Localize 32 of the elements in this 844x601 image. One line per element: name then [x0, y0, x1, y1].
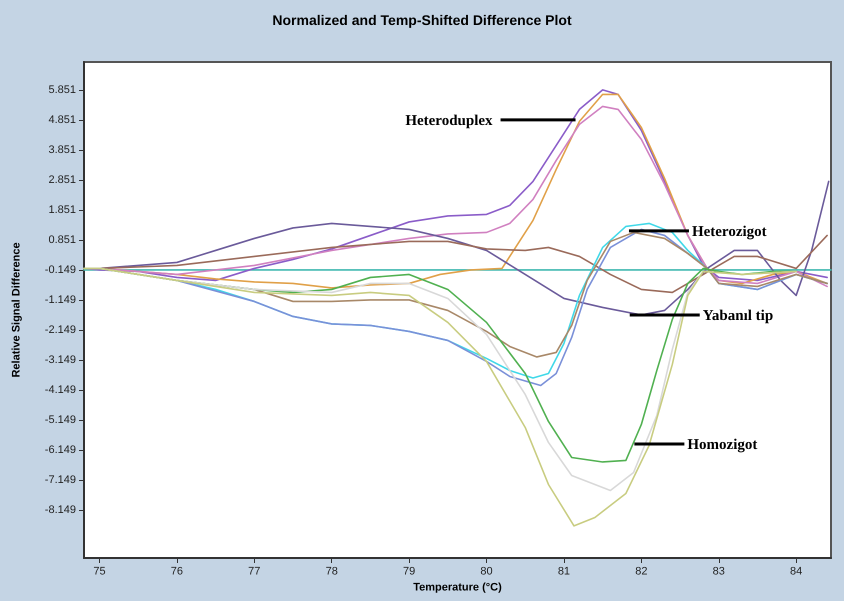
y-tick-label: -8.149 — [44, 504, 76, 516]
annotation: Homozigot — [687, 436, 758, 453]
x-tick-label: 81 — [558, 566, 570, 578]
x-tick-label: 80 — [480, 566, 493, 578]
annotation: Heterozigot — [692, 224, 767, 240]
x-tick-label: 77 — [248, 566, 260, 578]
annotation: Yabanıl tip — [702, 308, 774, 324]
y-tick-label: -1.149 — [44, 294, 76, 306]
x-tick-label: 75 — [93, 566, 106, 578]
y-tick-label: 3.851 — [48, 144, 76, 156]
x-axis-title: Temperature (°C) — [413, 582, 502, 594]
y-tick-label: -5.149 — [44, 414, 76, 426]
y-tick-label: -6.149 — [44, 444, 76, 456]
x-tick-label: 78 — [326, 566, 338, 578]
x-tick-label: 83 — [712, 566, 725, 578]
chart-title: Normalized and Temp-Shifted Difference Plot — [272, 12, 572, 28]
y-axis-title: Relative Signal Difference — [10, 242, 22, 378]
y-tick-label: -0.149 — [44, 264, 76, 276]
y-tick-label: -7.149 — [44, 474, 76, 486]
x-tick-label: 84 — [790, 566, 802, 578]
y-tick-label: 1.851 — [48, 204, 76, 216]
x-tick-label: 79 — [402, 566, 416, 578]
x-tick-label: 82 — [635, 566, 648, 578]
y-tick-label: 4.851 — [48, 114, 76, 126]
y-tick-label: -3.149 — [44, 354, 76, 366]
y-tick-label: 2.851 — [48, 174, 76, 186]
x-tick-label: 76 — [170, 566, 184, 578]
y-tick-label: -2.149 — [44, 324, 76, 336]
y-tick-label: 5.851 — [48, 84, 76, 96]
annotation: Heteroduplex — [405, 112, 494, 129]
y-tick-label: -4.149 — [44, 384, 76, 396]
y-tick-label: 0.851 — [48, 234, 76, 246]
